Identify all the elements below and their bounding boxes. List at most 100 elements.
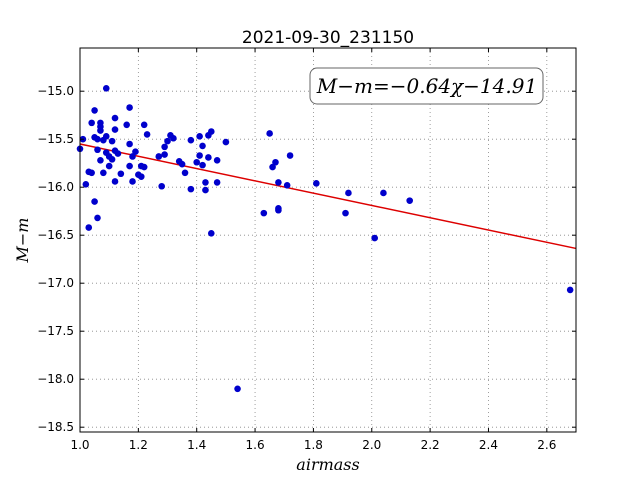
data-point	[126, 140, 133, 148]
x-tick-label: 1.0	[70, 438, 89, 452]
x-tick-label: 2.6	[537, 438, 556, 452]
y-axis-ticks: −15.0 −15.5 −16.0 −16.5 −17.0 −17.5 −18.0 −18.5	[37, 84, 576, 434]
data-point	[313, 180, 320, 187]
y-tick-label: −15.0	[37, 84, 74, 98]
data-point	[207, 128, 215, 135]
data-point	[371, 234, 378, 242]
data-point	[213, 179, 221, 186]
data-point	[207, 229, 215, 237]
x-tick-label: 1.8	[304, 438, 323, 452]
x-axis-ticks: 1.0 1.2 1.4 1.6 1.8 2.0 2.2 2.4 2.6	[70, 48, 556, 452]
data-point	[178, 160, 186, 168]
data-point	[566, 286, 574, 294]
data-point	[85, 224, 93, 231]
data-point	[170, 134, 177, 142]
data-point	[272, 158, 279, 166]
data-point	[108, 137, 116, 145]
data-point	[126, 162, 133, 170]
data-point	[94, 146, 101, 154]
data-point	[117, 170, 125, 178]
data-point	[205, 154, 212, 161]
fit-line-layer	[79, 143, 577, 250]
data-point	[123, 121, 130, 129]
data-point	[114, 150, 122, 157]
data-point	[181, 169, 189, 177]
data-point	[161, 151, 168, 158]
y-axis-label: M−m	[13, 218, 32, 264]
y-tick-label: −17.0	[37, 276, 74, 290]
data-point	[213, 157, 221, 164]
data-point	[91, 198, 98, 205]
data-point	[91, 107, 98, 114]
x-axis-label: airmass	[296, 455, 359, 474]
data-point	[161, 143, 168, 151]
data-point	[82, 181, 90, 188]
data-point	[286, 152, 294, 159]
data-point	[143, 131, 151, 138]
data-point	[202, 179, 209, 186]
data-point	[196, 152, 203, 159]
y-tick-label: −18.5	[37, 420, 74, 434]
x-tick-label: 2.4	[479, 438, 498, 452]
data-point	[345, 189, 352, 197]
data-point	[199, 142, 206, 150]
data-point	[129, 153, 136, 160]
x-tick-label: 2.0	[362, 438, 381, 452]
data-point	[94, 214, 101, 222]
data-point	[111, 126, 119, 133]
data-point	[126, 104, 133, 111]
y-tick-label: −15.5	[37, 132, 74, 146]
data-point	[97, 123, 104, 131]
data-point	[222, 138, 230, 146]
data-point	[102, 133, 110, 140]
data-point	[105, 162, 113, 170]
data-point	[187, 136, 195, 144]
data-point	[132, 148, 139, 155]
data-point	[88, 169, 95, 177]
data-point	[196, 133, 203, 140]
data-points	[76, 85, 574, 393]
y-tick-label: −18.0	[37, 372, 74, 386]
data-point	[275, 206, 282, 214]
data-point	[111, 178, 119, 185]
data-point	[187, 185, 195, 193]
data-point	[283, 181, 291, 189]
y-tick-label: −17.5	[37, 324, 74, 338]
x-tick-label: 1.6	[246, 438, 265, 452]
data-point	[202, 186, 209, 194]
chart-title: 2021-09-30_231150	[242, 28, 414, 48]
y-tick-label: −16.5	[37, 228, 74, 242]
data-point	[380, 189, 387, 197]
data-point	[94, 135, 101, 143]
data-point	[100, 169, 107, 177]
x-tick-label: 2.2	[421, 438, 440, 452]
x-tick-label: 1.2	[129, 438, 148, 452]
data-point	[269, 163, 276, 171]
data-point	[158, 182, 165, 190]
data-point	[129, 178, 136, 185]
y-tick-label: −16.0	[37, 180, 74, 194]
data-point	[155, 153, 163, 160]
data-point	[88, 119, 95, 127]
data-point	[140, 163, 148, 171]
equation-annotation: M−m=−0.64χ−14.91	[316, 74, 537, 98]
data-point	[140, 121, 148, 129]
data-point	[199, 161, 206, 169]
data-point	[108, 156, 116, 163]
data-point	[234, 385, 241, 393]
data-point	[111, 114, 119, 122]
data-point	[406, 197, 413, 204]
fit-line	[79, 143, 577, 250]
x-tick-label: 1.4	[187, 438, 206, 452]
equation-box	[309, 67, 544, 105]
data-point	[342, 209, 349, 217]
data-point	[137, 173, 145, 180]
plot-area-frame	[79, 47, 577, 433]
data-point	[164, 137, 171, 145]
data-point	[193, 158, 201, 166]
data-point	[275, 179, 282, 186]
data-point	[260, 209, 268, 217]
data-point	[266, 130, 273, 137]
data-point	[102, 85, 110, 92]
